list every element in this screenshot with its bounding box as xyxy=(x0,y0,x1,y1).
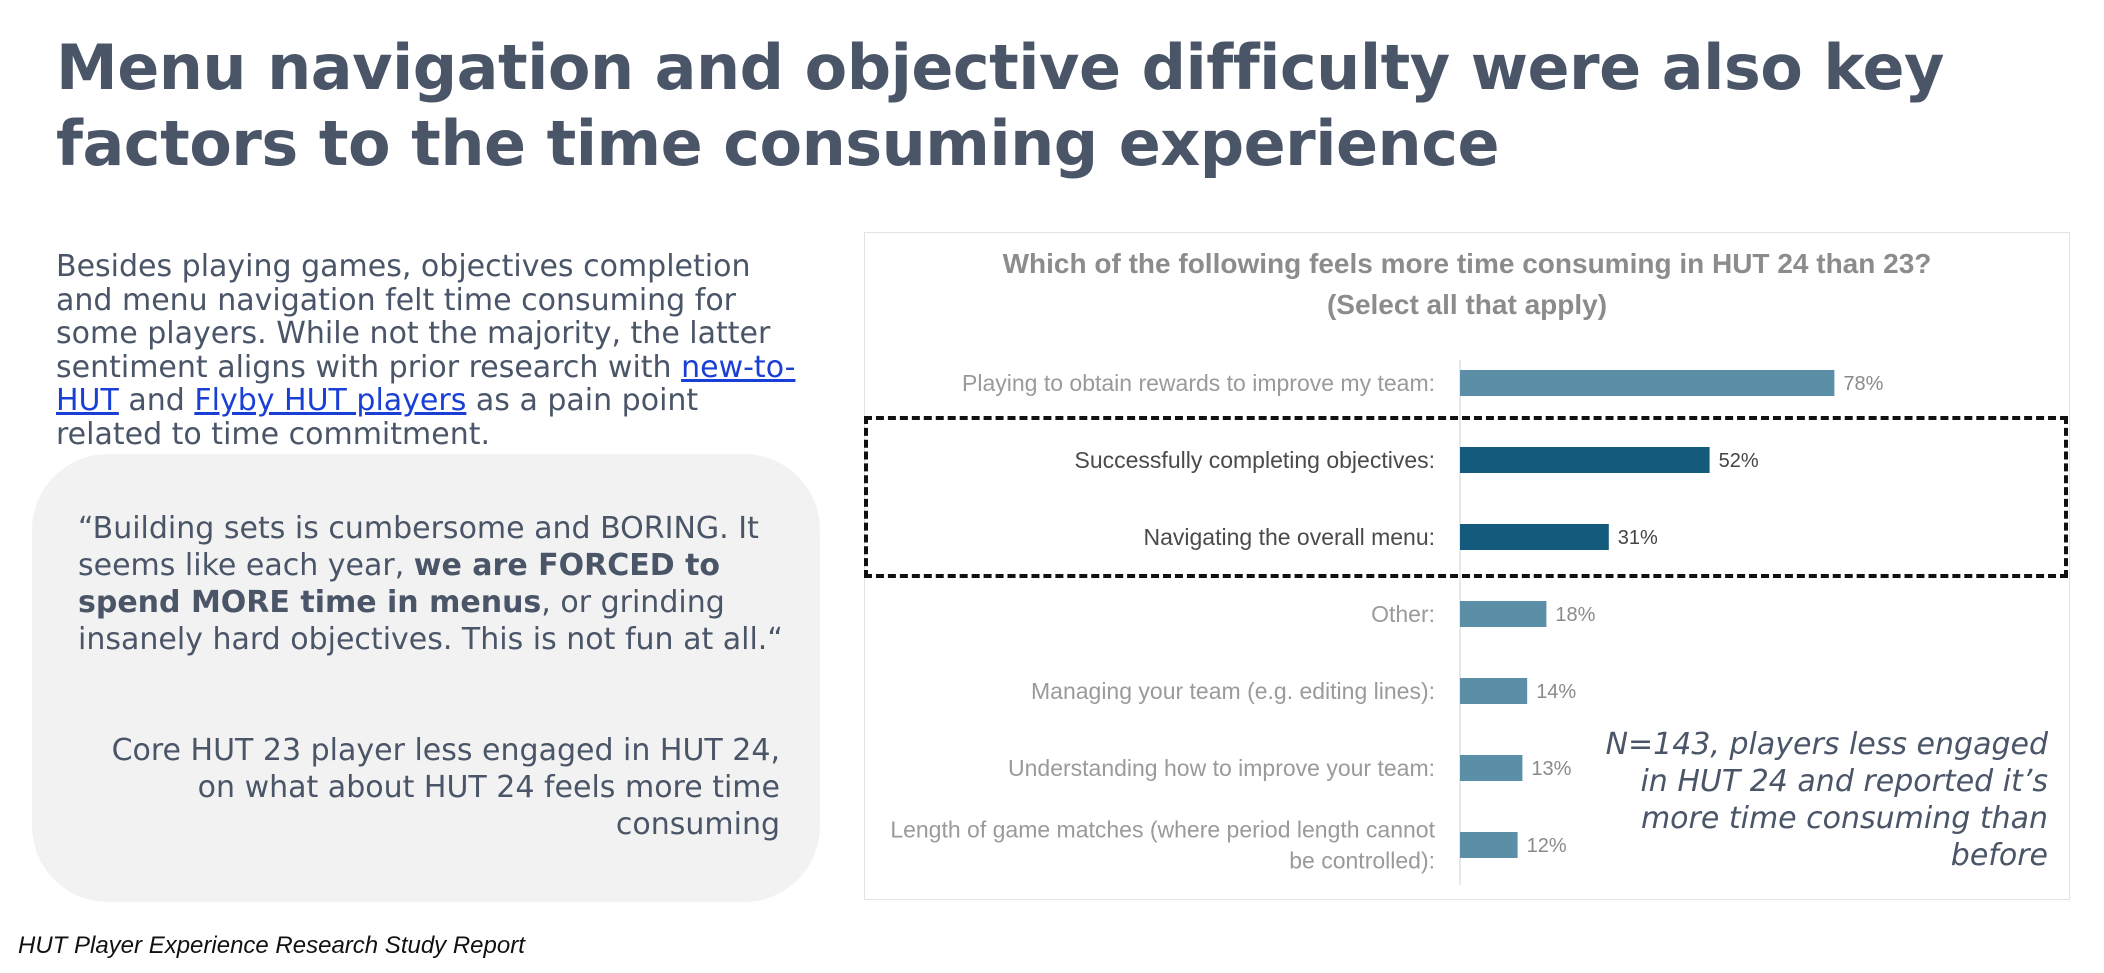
category-label: Other: xyxy=(1371,601,1435,627)
category-label: Understanding how to improve your team: xyxy=(1008,755,1435,781)
chart-frame: Which of the following feels more time c… xyxy=(864,232,2070,900)
chart-subtitle: (Select all that apply) xyxy=(1327,289,1607,320)
category-label: Playing to obtain rewards to improve my … xyxy=(962,370,1435,396)
sample-size-note: N=143, players less engaged in HUT 24 an… xyxy=(1605,727,2048,873)
category-label: Successfully completing objectives: xyxy=(1075,447,1436,473)
bar xyxy=(1460,678,1528,704)
body-text-part1: Besides playing games, objectives comple… xyxy=(56,249,771,385)
footer-report-name: HUT Player Experience Research Study Rep… xyxy=(18,932,525,959)
category-label: Managing your team (e.g. editing lines): xyxy=(1031,678,1435,704)
bar-value-label: 13% xyxy=(1531,758,1571,780)
body-text-part3: as a pain point related to time commitme… xyxy=(56,383,699,452)
bar xyxy=(1460,832,1518,858)
bar-value-label: 14% xyxy=(1536,681,1576,703)
chart-title: Which of the following feels more time c… xyxy=(1003,248,1932,279)
bar xyxy=(1460,524,1609,550)
bar-chart: Which of the following feels more time c… xyxy=(890,248,1932,885)
bar-value-label: 52% xyxy=(1719,450,1759,472)
category-label: Navigating the overall menu: xyxy=(1144,524,1436,550)
body-text-part2: and xyxy=(118,383,195,418)
body-paragraph: Besides playing games, objectives comple… xyxy=(56,250,801,451)
quote-text-after: , or grinding insanely hard objectives. … xyxy=(78,585,783,657)
bar xyxy=(1460,447,1710,473)
bar-value-label: 78% xyxy=(1843,373,1883,395)
bar xyxy=(1460,601,1547,627)
quote-card xyxy=(32,454,820,902)
bar-value-label: 12% xyxy=(1527,835,1567,857)
quote-text-before: “Building sets is cumbersome and BORING.… xyxy=(78,511,759,583)
bar xyxy=(1460,370,1835,396)
highlight-dashed-box xyxy=(864,416,2068,578)
quote-text-bold: we are FORCED to spend MORE time in menu… xyxy=(78,548,721,620)
category-label: Length of game matches (where period len… xyxy=(890,817,1435,843)
category-label: be controlled): xyxy=(1289,848,1435,874)
bar xyxy=(1460,755,1523,781)
bar-value-label: 18% xyxy=(1555,604,1595,626)
player-quote: “Building sets is cumbersome and BORING.… xyxy=(78,510,798,658)
new-to-hut-link[interactable]: new-to-HUT xyxy=(56,349,796,418)
flyby-hut-players-link[interactable]: Flyby HUT players xyxy=(194,383,467,418)
page-title: Menu navigation and objective difficulty… xyxy=(56,31,1944,180)
bar-value-label: 31% xyxy=(1618,527,1658,549)
quote-attribution: Core HUT 23 player less engaged in HUT 2… xyxy=(111,733,780,842)
